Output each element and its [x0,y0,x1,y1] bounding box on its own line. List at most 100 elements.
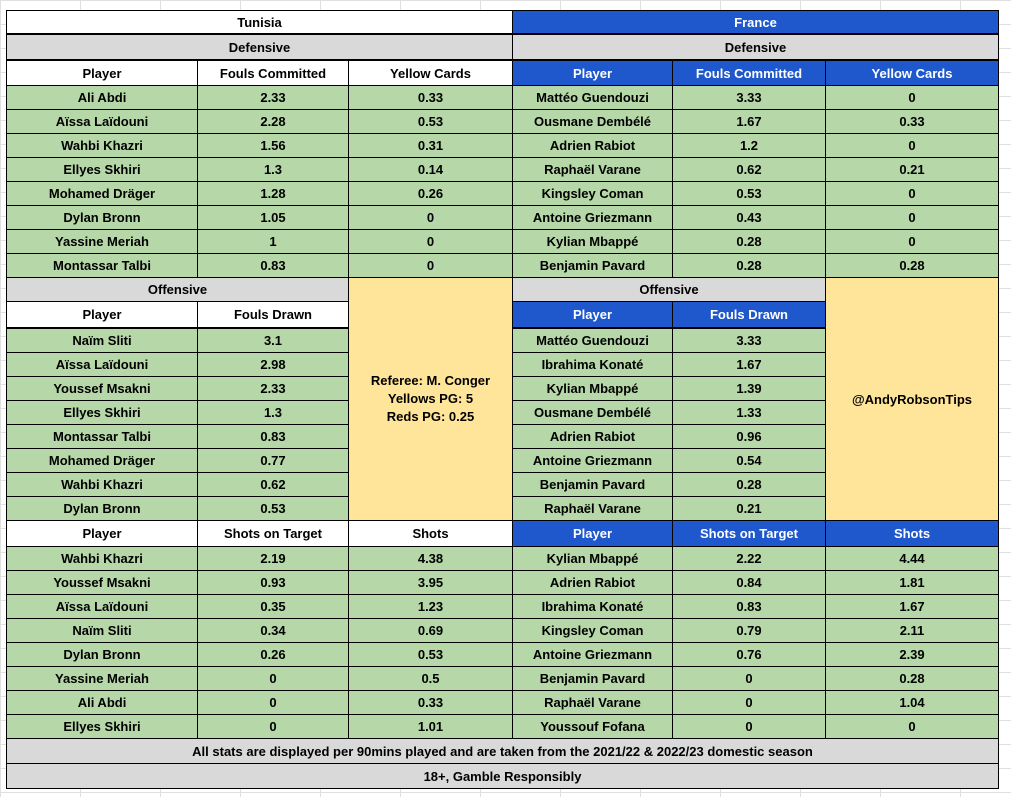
tunisia-shots-row-5-col-2[interactable]: 0.26 [197,642,349,667]
tunisia-defensive-row-8-col-2[interactable]: 0.83 [197,253,349,278]
tunisia-offensive-title[interactable]: Offensive [6,277,349,302]
tunisia-defensive-header-3[interactable]: Yellow Cards [348,60,513,86]
france-shots-row-4-col-1[interactable]: Kingsley Coman [512,618,673,643]
france-shots-header-3[interactable]: Shots [825,520,999,547]
france-offensive-row-3-col-2[interactable]: 1.39 [672,376,826,401]
tunisia-shots-row-5-col-1[interactable]: Dylan Bronn [6,642,198,667]
footer-note[interactable]: All stats are displayed per 90mins playe… [6,738,999,764]
tunisia-offensive-row-2-col-1[interactable]: Aïssa Laïdouni [6,352,198,377]
tunisia-offensive-row-1-col-1[interactable]: Naïm Sliti [6,328,198,353]
france-defensive-row-3-col-3[interactable]: 0 [825,133,999,158]
tunisia-offensive-row-5-col-1[interactable]: Montassar Talbi [6,424,198,449]
france-shots-row-4-col-2[interactable]: 0.79 [672,618,826,643]
tunisia-offensive-row-1-col-2[interactable]: 3.1 [197,328,349,353]
france-defensive-row-4-col-3[interactable]: 0.21 [825,157,999,182]
tunisia-offensive-row-8-col-2[interactable]: 0.53 [197,496,349,521]
tunisia-shots-row-6-col-1[interactable]: Yassine Meriah [6,666,198,691]
tunisia-defensive-row-2-col-3[interactable]: 0.53 [348,109,513,134]
france-defensive-row-1-col-1[interactable]: Mattéo Guendouzi [512,85,673,110]
france-defensive-row-8-col-3[interactable]: 0.28 [825,253,999,278]
france-offensive-row-1-col-1[interactable]: Mattéo Guendouzi [512,328,673,353]
tunisia-defensive-row-7-col-1[interactable]: Yassine Meriah [6,229,198,254]
tunisia-shots-row-8-col-3[interactable]: 1.01 [348,714,513,739]
tunisia-defensive-row-4-col-2[interactable]: 1.3 [197,157,349,182]
tunisia-shots-row-7-col-2[interactable]: 0 [197,690,349,715]
tunisia-offensive-row-4-col-2[interactable]: 1.3 [197,400,349,425]
tunisia-defensive-row-1-col-2[interactable]: 2.33 [197,85,349,110]
tunisia-shots-row-1-col-2[interactable]: 2.19 [197,546,349,571]
france-shots-row-8-col-2[interactable]: 0 [672,714,826,739]
france-shots-row-6-col-1[interactable]: Benjamin Pavard [512,666,673,691]
france-shots-row-3-col-2[interactable]: 0.83 [672,594,826,619]
social-handle-box[interactable]: @AndyRobsonTips [825,277,999,521]
tunisia-offensive-header-2[interactable]: Fouls Drawn [197,301,349,328]
tunisia-defensive-row-5-col-1[interactable]: Mohamed Dräger [6,181,198,206]
tunisia-offensive-row-4-col-1[interactable]: Ellyes Skhiri [6,400,198,425]
tunisia-shots-row-3-col-1[interactable]: Aïssa Laïdouni [6,594,198,619]
france-defensive-header-3[interactable]: Yellow Cards [825,60,999,86]
tunisia-defensive-header-1[interactable]: Player [6,60,198,86]
france-shots-header-2[interactable]: Shots on Target [672,520,826,547]
france-offensive-row-1-col-2[interactable]: 3.33 [672,328,826,353]
tunisia-offensive-row-6-col-2[interactable]: 0.77 [197,448,349,473]
france-defensive-row-1-col-2[interactable]: 3.33 [672,85,826,110]
tunisia-shots-row-2-col-1[interactable]: Youssef Msakni [6,570,198,595]
france-offensive-row-7-col-2[interactable]: 0.28 [672,472,826,497]
tunisia-defensive-row-7-col-2[interactable]: 1 [197,229,349,254]
france-offensive-row-4-col-1[interactable]: Ousmane Dembélé [512,400,673,425]
france-defensive-row-7-col-2[interactable]: 0.28 [672,229,826,254]
france-defensive-row-5-col-3[interactable]: 0 [825,181,999,206]
tunisia-offensive-row-2-col-2[interactable]: 2.98 [197,352,349,377]
tunisia-defensive-row-4-col-1[interactable]: Ellyes Skhiri [6,157,198,182]
france-offensive-title[interactable]: Offensive [512,277,826,302]
tunisia-offensive-row-7-col-1[interactable]: Wahbi Khazri [6,472,198,497]
tunisia-offensive-header-1[interactable]: Player [6,301,198,328]
tunisia-defensive-row-1-col-3[interactable]: 0.33 [348,85,513,110]
tunisia-shots-row-1-col-3[interactable]: 4.38 [348,546,513,571]
tunisia-shots-row-8-col-1[interactable]: Ellyes Skhiri [6,714,198,739]
france-defensive-row-1-col-3[interactable]: 0 [825,85,999,110]
france-offensive-row-6-col-1[interactable]: Antoine Griezmann [512,448,673,473]
france-defensive-row-3-col-1[interactable]: Adrien Rabiot [512,133,673,158]
france-shots-row-6-col-3[interactable]: 0.28 [825,666,999,691]
tunisia-shots-header-3[interactable]: Shots [348,520,513,547]
france-defensive-row-8-col-2[interactable]: 0.28 [672,253,826,278]
france-shots-row-8-col-1[interactable]: Youssouf Fofana [512,714,673,739]
france-offensive-row-5-col-2[interactable]: 0.96 [672,424,826,449]
tunisia-shots-row-1-col-1[interactable]: Wahbi Khazri [6,546,198,571]
france-defensive-row-5-col-1[interactable]: Kingsley Coman [512,181,673,206]
france-shots-row-1-col-2[interactable]: 2.22 [672,546,826,571]
tunisia-defensive-row-6-col-3[interactable]: 0 [348,205,513,230]
france-defensive-row-3-col-2[interactable]: 1.2 [672,133,826,158]
france-shots-row-3-col-1[interactable]: Ibrahima Konaté [512,594,673,619]
tunisia-defensive-row-8-col-1[interactable]: Montassar Talbi [6,253,198,278]
tunisia-defensive-row-3-col-2[interactable]: 1.56 [197,133,349,158]
tunisia-shots-row-6-col-2[interactable]: 0 [197,666,349,691]
france-shots-row-5-col-1[interactable]: Antoine Griezmann [512,642,673,667]
france-defensive-row-4-col-2[interactable]: 0.62 [672,157,826,182]
tunisia-defensive-row-2-col-2[interactable]: 2.28 [197,109,349,134]
france-offensive-row-8-col-1[interactable]: Raphaël Varane [512,496,673,521]
france-shots-row-2-col-2[interactable]: 0.84 [672,570,826,595]
france-offensive-row-5-col-1[interactable]: Adrien Rabiot [512,424,673,449]
france-offensive-row-6-col-2[interactable]: 0.54 [672,448,826,473]
france-defensive-row-2-col-3[interactable]: 0.33 [825,109,999,134]
france-shots-row-2-col-1[interactable]: Adrien Rabiot [512,570,673,595]
tunisia-shots-row-3-col-2[interactable]: 0.35 [197,594,349,619]
tunisia-shots-row-8-col-2[interactable]: 0 [197,714,349,739]
tunisia-team-title[interactable]: Tunisia [6,10,513,34]
france-offensive-row-7-col-1[interactable]: Benjamin Pavard [512,472,673,497]
tunisia-offensive-row-3-col-2[interactable]: 2.33 [197,376,349,401]
france-shots-header-1[interactable]: Player [512,520,673,547]
france-defensive-row-5-col-2[interactable]: 0.53 [672,181,826,206]
tunisia-offensive-row-6-col-1[interactable]: Mohamed Dräger [6,448,198,473]
france-offensive-row-8-col-2[interactable]: 0.21 [672,496,826,521]
france-defensive-row-4-col-1[interactable]: Raphaël Varane [512,157,673,182]
tunisia-shots-row-7-col-3[interactable]: 0.33 [348,690,513,715]
tunisia-shots-row-4-col-2[interactable]: 0.34 [197,618,349,643]
tunisia-shots-row-2-col-3[interactable]: 3.95 [348,570,513,595]
tunisia-defensive-row-6-col-1[interactable]: Dylan Bronn [6,205,198,230]
france-shots-row-4-col-3[interactable]: 2.11 [825,618,999,643]
tunisia-defensive-row-6-col-2[interactable]: 1.05 [197,205,349,230]
tunisia-defensive-row-2-col-1[interactable]: Aïssa Laïdouni [6,109,198,134]
